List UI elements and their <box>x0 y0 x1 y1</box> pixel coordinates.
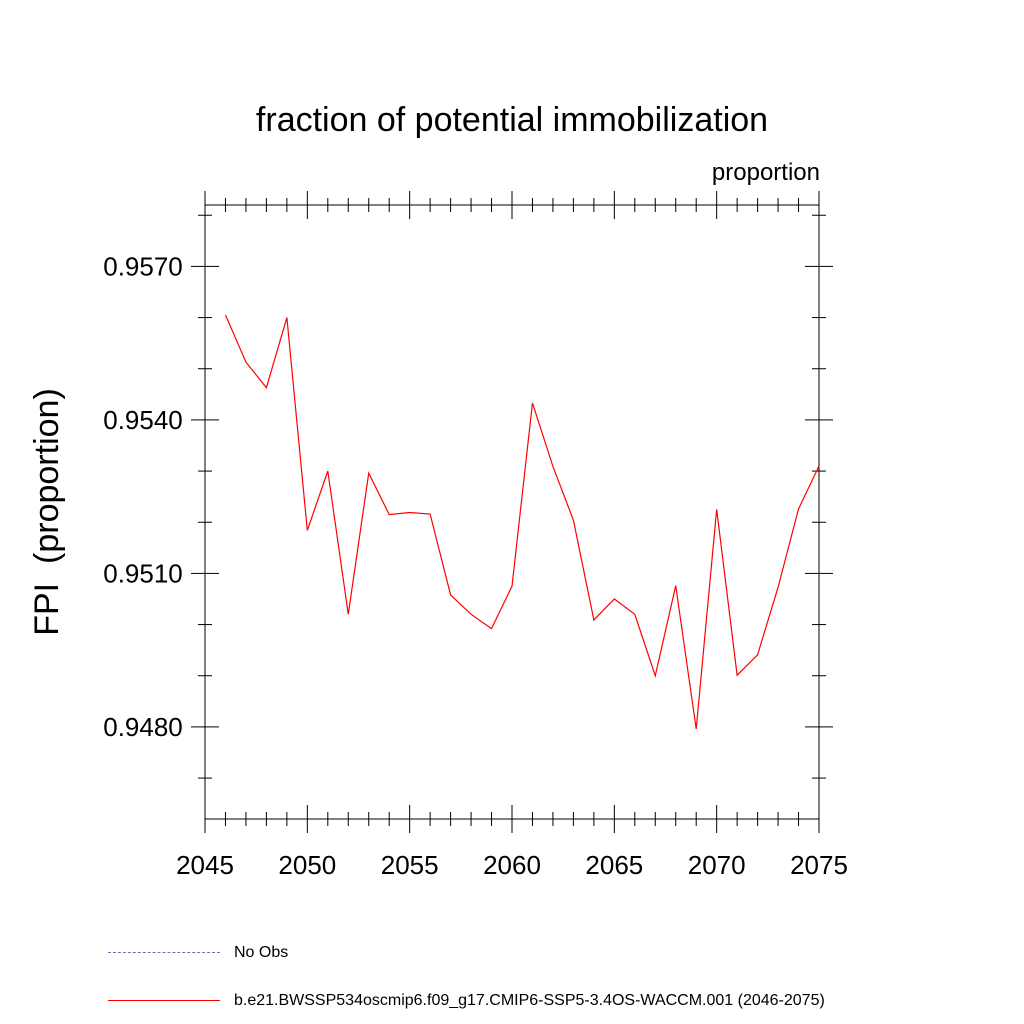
legend-swatch-solid <box>108 1000 220 1001</box>
x-tick-label: 2055 <box>381 850 439 880</box>
y-tick-label: 0.9510 <box>103 558 183 588</box>
plot-frame <box>204 204 820 820</box>
y-tick-label: 0.9540 <box>103 405 183 435</box>
legend-item-no-obs: No Obs <box>108 943 988 963</box>
legend-swatch-dashed <box>108 952 220 953</box>
chart-units-label: proportion <box>712 159 820 186</box>
series-line-0 <box>224 314 820 730</box>
y-tick-label: 0.9480 <box>103 712 183 742</box>
x-tick-label: 2045 <box>176 850 234 880</box>
legend-label-model-run: b.e21.BWSSP534oscmip6.f09_g17.CMIP6-SSP5… <box>234 992 825 1009</box>
x-tick-label: 2065 <box>585 850 643 880</box>
y-tick-label: 0.9570 <box>103 251 183 281</box>
x-tick-label: 2050 <box>278 850 336 880</box>
axis-ticks <box>191 191 833 833</box>
x-tick-label: 2070 <box>688 850 746 880</box>
x-tick-label: 2060 <box>483 850 541 880</box>
axis-tick-labels: 2045 2050 2055 2060 2065 2070 2075 0.9480 0.9510… <box>103 251 848 880</box>
legend-item-model-run: b.e21.BWSSP534oscmip6.f09_g17.CMIP6-SSP5… <box>108 991 988 1011</box>
x-tick-label: 2075 <box>790 850 848 880</box>
chart-title: fraction of potential immobilization <box>256 101 768 139</box>
y-axis-label: FPI (proportion) <box>28 388 66 636</box>
series-layer <box>224 314 820 730</box>
legend-label-no-obs: No Obs <box>234 944 289 961</box>
